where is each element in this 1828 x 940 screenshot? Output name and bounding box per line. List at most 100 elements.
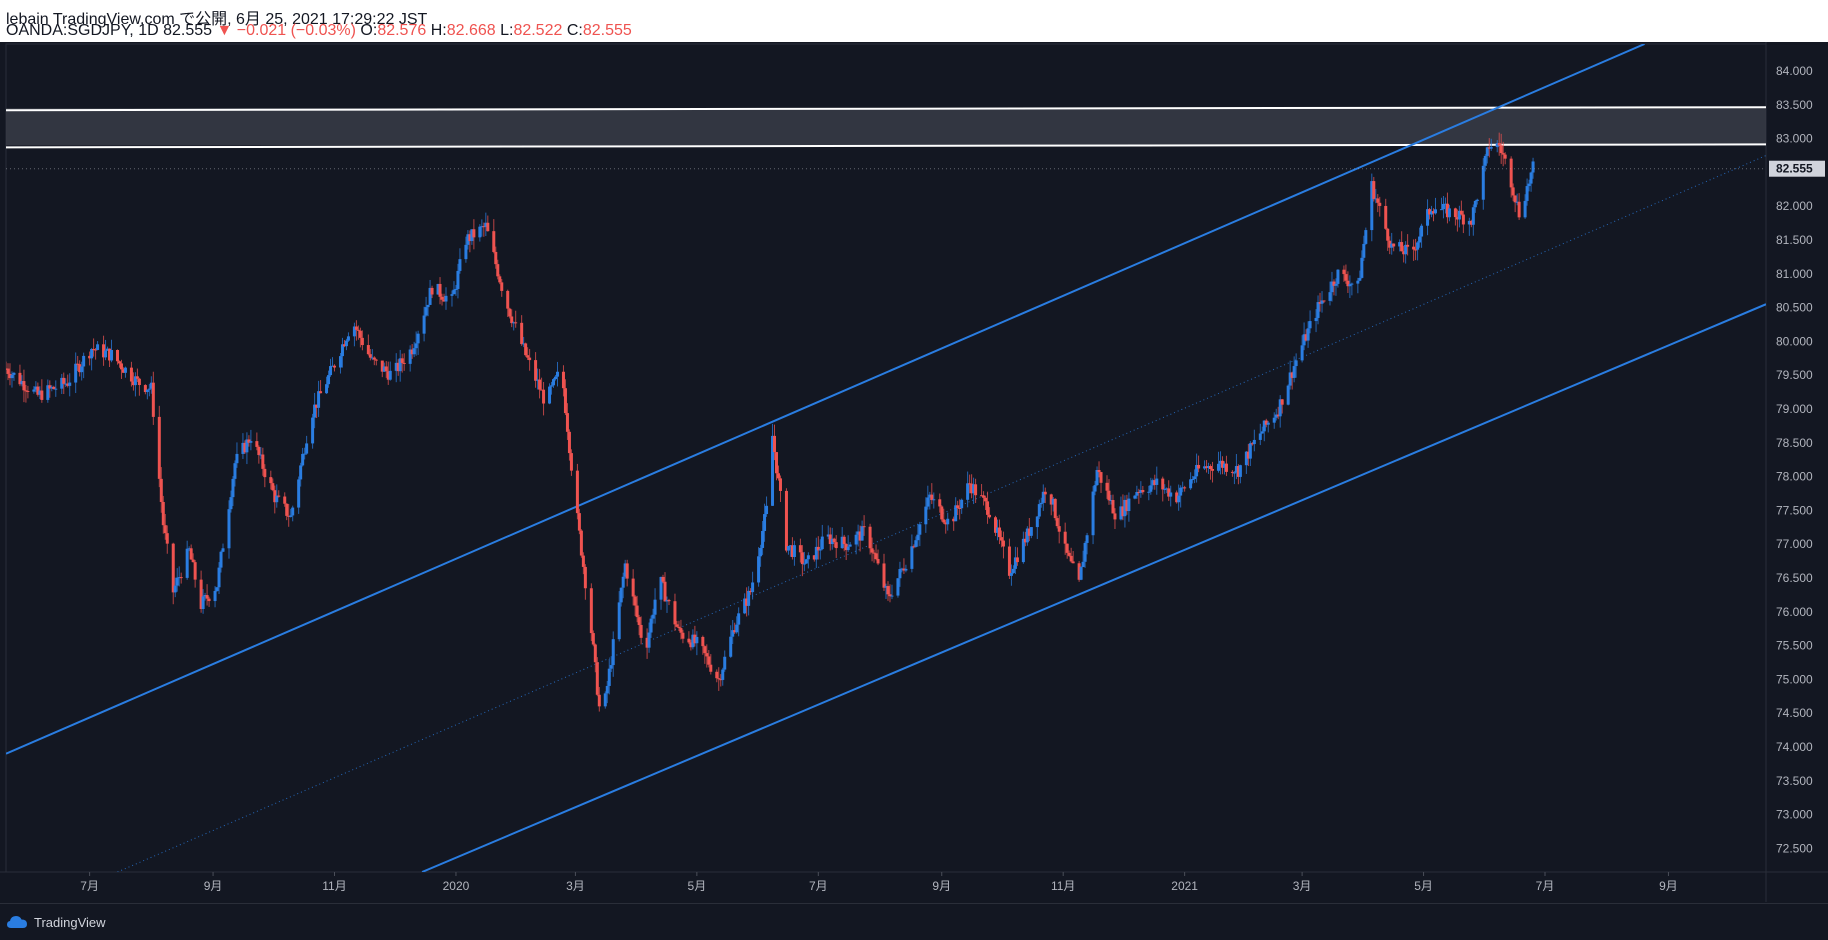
candle-body (709, 664, 713, 672)
candle-body (94, 349, 98, 351)
candle-body (1481, 165, 1485, 200)
candle-body (38, 390, 42, 395)
candle-body (944, 522, 948, 525)
candle-body (687, 638, 691, 643)
candle-body (677, 626, 681, 629)
candle-body (201, 596, 205, 609)
candle-body (1294, 360, 1298, 367)
candle-body (1314, 317, 1318, 322)
candle-body (34, 386, 38, 390)
candle-body (1165, 488, 1169, 490)
candle-body (1501, 153, 1505, 155)
candle-body (171, 543, 175, 593)
candle-body (1416, 242, 1420, 250)
candle-body (1027, 528, 1031, 536)
candle-body (773, 435, 777, 453)
candle-body (761, 530, 765, 548)
candle-body (1443, 203, 1447, 205)
symbol-ohlc-legend: OANDA:SGDJPY, 1D 82.555 ▼ −0.021 (−0.03%… (6, 22, 632, 40)
y-tick-label: 74.000 (1776, 740, 1813, 754)
x-tick-label: 2020 (443, 879, 470, 893)
candle-body (1432, 211, 1436, 214)
candle-body (1316, 302, 1320, 318)
candle-body (1238, 465, 1242, 477)
candle-body (800, 552, 804, 565)
candle-body (904, 568, 908, 571)
candle-body (329, 366, 333, 376)
candle-body (506, 290, 510, 309)
candle-body (358, 330, 362, 338)
candle-body (792, 545, 796, 557)
candle-body (414, 343, 418, 349)
candle-body (802, 563, 806, 565)
candle-body (538, 379, 542, 390)
candle-body (633, 596, 637, 606)
candle-body (1149, 485, 1153, 492)
high-label: H: (430, 22, 447, 39)
candle-body (54, 388, 58, 390)
candle-body (1097, 469, 1101, 473)
candle-body (512, 322, 516, 324)
candle-body (747, 590, 751, 606)
candle-body (830, 538, 834, 545)
candle-body (135, 376, 139, 379)
candle-body (552, 379, 556, 386)
close-value: 82.555 (582, 22, 632, 39)
candle-body (1013, 557, 1017, 569)
candle-body (928, 494, 932, 498)
candle-body (1063, 531, 1067, 544)
candle-body (396, 362, 400, 372)
candle-body (436, 283, 440, 295)
candle-body (333, 365, 337, 368)
plot-layer (6, 44, 1766, 872)
candle-body (117, 361, 121, 364)
candle-body (227, 509, 231, 549)
candle-body (1111, 500, 1115, 514)
candle-body (631, 578, 635, 597)
candle-body (428, 287, 432, 305)
candle-body (673, 601, 677, 625)
candle-body (305, 443, 309, 454)
candle-body (1021, 538, 1025, 563)
candle-body (275, 495, 279, 503)
candle-body (1499, 145, 1503, 154)
candle-body (315, 404, 319, 408)
price-chart[interactable]: 84.00083.50083.00082.50082.00081.50081.0… (0, 42, 1828, 903)
candle-body (1509, 158, 1513, 188)
candle-body (536, 379, 540, 381)
candle-body (356, 329, 360, 331)
candle-body (745, 598, 749, 606)
tradingview-logo[interactable]: TradingView (6, 915, 106, 930)
chart-area[interactable]: 84.00083.50083.00082.50082.00081.50081.0… (0, 42, 1828, 939)
candle-body (860, 526, 864, 541)
candle-body (159, 478, 163, 502)
x-tick-label: 7月 (80, 879, 99, 893)
candle-body (1099, 472, 1103, 483)
candle-body (940, 506, 944, 520)
candle-body (137, 378, 141, 386)
candle-body (1469, 220, 1473, 225)
candle-body (1197, 464, 1201, 469)
candle-body (273, 490, 277, 503)
candle-body (106, 348, 110, 351)
candle-body (1364, 230, 1368, 244)
candle-body (1039, 502, 1043, 505)
candle-body (1318, 302, 1322, 304)
candle-body (956, 505, 960, 508)
candle-body (78, 364, 82, 373)
candle-body (1513, 195, 1517, 203)
candle-body (1085, 535, 1089, 543)
candle-body (886, 586, 890, 595)
candle-body (313, 404, 317, 418)
candle-body (814, 546, 818, 560)
candle-body (482, 226, 486, 228)
candle-body (496, 264, 500, 277)
candle-body (774, 452, 778, 474)
y-tick-label: 81.500 (1776, 233, 1813, 247)
candle-body (1274, 414, 1278, 418)
x-tick-label: 7月 (1536, 879, 1555, 893)
candle-body (938, 499, 942, 507)
candle-body (1246, 451, 1250, 459)
candle-body (820, 536, 824, 550)
candle-body (1426, 209, 1430, 226)
